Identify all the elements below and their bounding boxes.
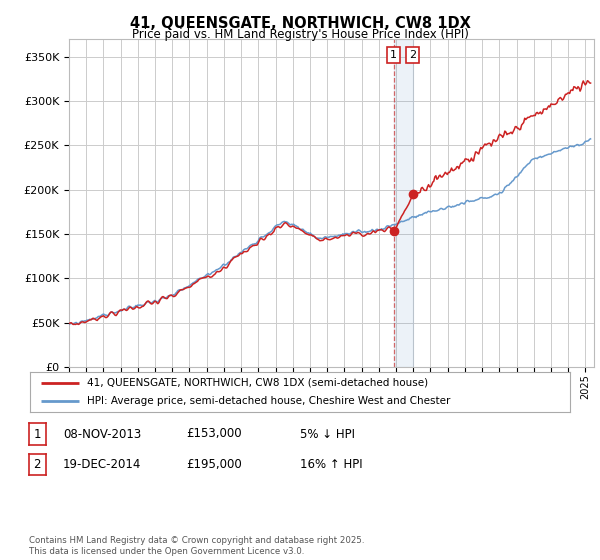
Text: 41, QUEENSGATE, NORTHWICH, CW8 1DX: 41, QUEENSGATE, NORTHWICH, CW8 1DX: [130, 16, 470, 31]
Text: 1: 1: [390, 50, 397, 60]
Bar: [394, 39, 413, 367]
Text: 2: 2: [34, 458, 41, 472]
Text: £153,000: £153,000: [186, 427, 242, 441]
Text: Price paid vs. HM Land Registry's House Price Index (HPI): Price paid vs. HM Land Registry's House …: [131, 28, 469, 41]
Text: 19-DEC-2014: 19-DEC-2014: [63, 458, 142, 472]
Text: 16% ↑ HPI: 16% ↑ HPI: [300, 458, 362, 472]
Text: 5% ↓ HPI: 5% ↓ HPI: [300, 427, 355, 441]
Text: HPI: Average price, semi-detached house, Cheshire West and Chester: HPI: Average price, semi-detached house,…: [87, 396, 450, 406]
Text: £195,000: £195,000: [186, 458, 242, 472]
Text: 41, QUEENSGATE, NORTHWICH, CW8 1DX (semi-detached house): 41, QUEENSGATE, NORTHWICH, CW8 1DX (semi…: [87, 378, 428, 388]
Text: 08-NOV-2013: 08-NOV-2013: [63, 427, 141, 441]
Text: Contains HM Land Registry data © Crown copyright and database right 2025.
This d: Contains HM Land Registry data © Crown c…: [29, 536, 364, 556]
Text: 2: 2: [409, 50, 416, 60]
Text: 1: 1: [34, 427, 41, 441]
